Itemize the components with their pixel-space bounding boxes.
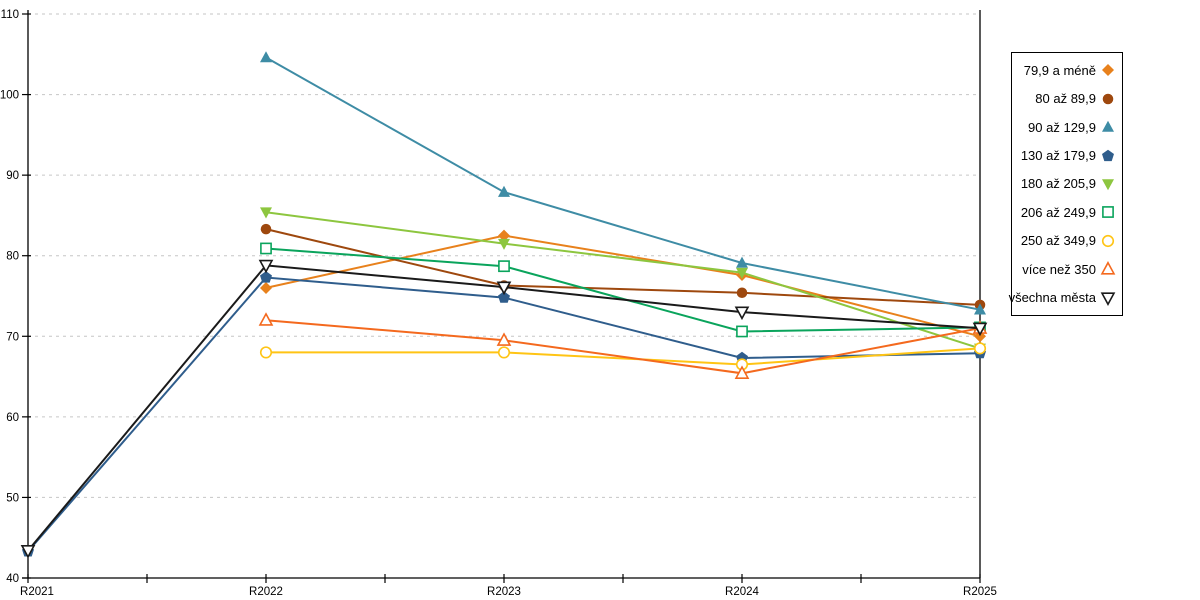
x-tick-label: R2021 — [20, 586, 54, 598]
legend-label: 206 až 249,9 — [1020, 204, 1096, 220]
data-point-marker[interactable] — [498, 238, 510, 250]
data-point-marker[interactable] — [498, 229, 510, 242]
legend-label: 250 až 349,9 — [1020, 233, 1096, 249]
data-point-marker[interactable] — [260, 281, 272, 294]
y-tick-label: 60 — [6, 412, 19, 424]
legend-item[interactable]: 90 až 129,9 — [1012, 119, 1122, 135]
data-point-marker[interactable] — [736, 287, 748, 299]
legend-item[interactable]: všechna města — [1008, 290, 1122, 306]
series-line — [27, 264, 981, 552]
y-tick-label: 100 — [0, 90, 19, 102]
legend-item[interactable]: více než 350 — [1012, 261, 1122, 277]
legend-label: 180 až 205,9 — [1020, 176, 1096, 192]
triangle-down-legend-marker-icon — [1102, 179, 1114, 191]
series-line — [265, 56, 981, 311]
circle-legend-marker-icon — [1101, 234, 1115, 247]
circle-legend-marker-icon — [1102, 93, 1114, 104]
legend-label: 79,9 a méně — [1023, 62, 1096, 78]
legend-item[interactable]: 250 až 349,9 — [1012, 233, 1122, 249]
series-line — [265, 228, 981, 306]
legend-label: 90 až 129,9 — [1028, 119, 1096, 135]
legend-item[interactable]: 206 až 249,9 — [1012, 204, 1122, 220]
legend-label: 80 až 89,9 — [1035, 91, 1096, 107]
data-point-marker[interactable] — [260, 223, 272, 235]
data-point-marker[interactable] — [498, 260, 510, 273]
y-tick-label: 90 — [6, 170, 19, 182]
series-line — [266, 347, 981, 366]
square-legend-marker-icon — [1102, 206, 1114, 219]
x-tick-label: R2022 — [249, 586, 283, 598]
series-line — [265, 319, 981, 375]
legend-label: všechna města — [1008, 290, 1096, 306]
data-point-marker[interactable] — [498, 185, 510, 197]
series-line — [265, 211, 981, 350]
data-point-marker[interactable] — [20, 545, 36, 559]
legend-item[interactable]: 79,9 a méně — [1012, 62, 1122, 78]
legend-item[interactable]: 80 až 89,9 — [1012, 91, 1122, 107]
pentagon-legend-marker-icon — [1102, 149, 1114, 161]
legend-label: 130 až 179,9 — [1020, 148, 1096, 164]
data-point-marker[interactable] — [736, 256, 748, 268]
triangle-down-legend-marker-icon — [1100, 292, 1116, 306]
data-point-marker[interactable] — [259, 346, 273, 359]
data-point-marker[interactable] — [736, 267, 748, 279]
legend-item[interactable]: 180 až 205,9 — [1012, 176, 1122, 192]
legend-item[interactable]: 130 až 179,9 — [1012, 148, 1122, 164]
diamond-legend-marker-icon — [1102, 64, 1114, 77]
y-tick-label: 70 — [6, 331, 19, 343]
data-point-marker[interactable] — [260, 51, 272, 63]
triangle-up-legend-marker-icon — [1102, 120, 1114, 132]
data-point-marker[interactable] — [736, 325, 748, 338]
data-point-marker[interactable] — [974, 303, 986, 315]
data-point-marker[interactable] — [496, 332, 512, 346]
x-tick-label: R2024 — [725, 586, 759, 598]
data-point-marker[interactable] — [497, 346, 511, 359]
data-point-marker[interactable] — [260, 271, 272, 283]
data-point-marker[interactable] — [258, 259, 274, 274]
y-tick-label: 80 — [6, 251, 19, 263]
y-tick-label: 40 — [6, 573, 19, 585]
data-point-marker[interactable] — [973, 342, 987, 355]
x-tick-label: R2023 — [487, 586, 521, 598]
data-point-marker[interactable] — [260, 242, 272, 255]
triangle-up-legend-marker-icon — [1100, 261, 1116, 275]
data-point-marker[interactable] — [496, 281, 512, 296]
data-point-marker[interactable] — [972, 322, 988, 337]
data-point-marker[interactable] — [734, 306, 750, 321]
y-tick-label: 110 — [1, 9, 19, 21]
y-tick-label: 50 — [6, 492, 19, 504]
data-point-marker[interactable] — [734, 365, 750, 379]
series-line — [265, 234, 981, 338]
legend-label: více než 350 — [1022, 261, 1096, 277]
data-point-marker[interactable] — [260, 207, 272, 219]
data-point-marker[interactable] — [258, 312, 274, 326]
legend-box: 79,9 a méně 80 až 89,9 90 až 129,9 130 až 1… — [1008, 52, 1123, 316]
x-tick-label: R2025 — [963, 586, 997, 598]
data-point-marker[interactable] — [498, 291, 510, 303]
